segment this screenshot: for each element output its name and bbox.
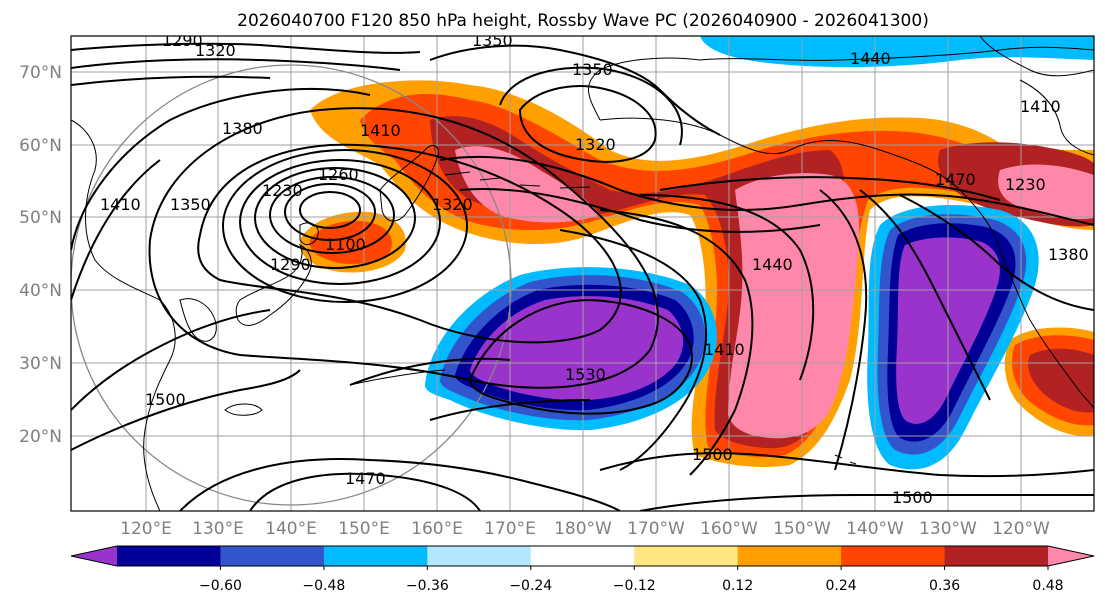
colorbar-tick-label: 0.24 xyxy=(826,578,857,594)
anomaly-fill xyxy=(455,146,600,223)
colorbar-segment xyxy=(530,546,635,566)
contour-label: 1100 xyxy=(325,235,366,254)
colorbar-tick-label: −0.60 xyxy=(199,578,242,594)
lat-label: 70°N xyxy=(19,63,62,83)
colorbar-tick-label: 0.48 xyxy=(1032,578,1063,594)
contour-label: 1320 xyxy=(195,41,236,60)
colorbar-outline xyxy=(70,545,1095,567)
contour-label: 1530 xyxy=(565,365,606,384)
anomaly-fill xyxy=(728,173,860,439)
colorbar-ticks: −0.60 −0.48 −0.36 −0.24 −0.12 0.12 0.24 0.36 0.4… xyxy=(199,566,1064,594)
lat-label: 20°N xyxy=(19,427,62,447)
lon-label: 120°W xyxy=(992,519,1050,539)
contour-label: 1380 xyxy=(1048,245,1089,264)
contour-label: 1230 xyxy=(262,181,303,200)
contour-labels: 1290 1320 1350 1350 1440 1380 1410 1320 … xyxy=(100,31,1089,507)
colorbar-segment xyxy=(841,546,946,566)
lon-label: 150°W xyxy=(773,519,831,539)
contour-label: 1470 xyxy=(935,170,976,189)
colorbar-segment xyxy=(117,546,221,566)
colorbar-segment xyxy=(220,546,325,566)
colorbar-tick-label: −0.24 xyxy=(509,578,552,594)
colorbar-segment xyxy=(944,546,1049,566)
lat-label: 60°N xyxy=(19,136,62,156)
contour-label: 1290 xyxy=(270,255,311,274)
map-title: 2026040700 F120 850 hPa height, Rossby W… xyxy=(237,11,929,31)
anomaly-fill xyxy=(1028,348,1094,413)
lon-label: 150°E xyxy=(338,519,390,539)
colorbar-tick-label: 0.36 xyxy=(929,578,960,594)
lon-label: 160°E xyxy=(411,519,463,539)
lon-label: 160°W xyxy=(700,519,758,539)
contour-label: 1440 xyxy=(850,49,891,68)
contour-label: 1230 xyxy=(1005,175,1046,194)
colorbar-segment xyxy=(634,546,739,566)
colorbar-tick-label: −0.36 xyxy=(406,578,449,594)
contour-label: 1260 xyxy=(318,165,359,184)
contour-label: 1320 xyxy=(432,195,473,214)
longitude-labels: 120°E 130°E 140°E 150°E 160°E 170°E 180°… xyxy=(120,519,1050,539)
colorbar-tick-label: −0.12 xyxy=(613,578,656,594)
contour-label: 1500 xyxy=(145,390,186,409)
map-content: 1290 1320 1350 1350 1440 1380 1410 1320 … xyxy=(71,31,1094,511)
colorbar-tick-label: 0.12 xyxy=(722,578,753,594)
latitude-labels: 70°N 60°N 50°N 40°N 30°N 20°N xyxy=(19,63,62,447)
contour-label: 1470 xyxy=(345,469,386,488)
lat-label: 30°N xyxy=(19,354,62,374)
colorbar-segments xyxy=(71,546,1094,566)
lon-label: 130°E xyxy=(192,519,244,539)
contour-label: 1500 xyxy=(692,445,733,464)
anomaly-fill xyxy=(470,296,684,401)
positive-anomaly-fills xyxy=(299,80,1094,467)
range-circle xyxy=(71,64,512,506)
graticule xyxy=(71,36,1094,511)
contour-label: 1410 xyxy=(704,340,745,359)
colorbar-segment xyxy=(427,546,532,566)
contour-label: 1350 xyxy=(472,31,513,50)
lon-label: 140°E xyxy=(265,519,317,539)
contour-label: 1350 xyxy=(170,195,211,214)
contour-label: 1290 xyxy=(162,31,203,50)
anomaly-fill xyxy=(998,164,1094,220)
contour-label: 1380 xyxy=(222,119,263,138)
contour-label: 1440 xyxy=(752,255,793,274)
lon-label: 170°W xyxy=(627,519,685,539)
colorbar-extend-low xyxy=(71,546,117,566)
colorbar-segment xyxy=(737,546,842,566)
contour-label: 1410 xyxy=(360,121,401,140)
colorbar-extend-high xyxy=(1048,546,1094,566)
contour-label: 1350 xyxy=(572,60,613,79)
contour-label: 1320 xyxy=(575,135,616,154)
lon-label: 170°E xyxy=(484,519,536,539)
lon-label: 140°W xyxy=(846,519,904,539)
lon-label: 120°E xyxy=(120,519,172,539)
map-frame xyxy=(70,35,1095,512)
anomaly-fill xyxy=(700,36,1094,68)
contour-label: 1500 xyxy=(892,488,933,507)
colorbar-tick-label: −0.48 xyxy=(302,578,345,594)
colorbar: −0.60 −0.48 −0.36 −0.24 −0.12 0.12 0.24 0.36 0.4… xyxy=(70,545,1095,594)
lat-label: 40°N xyxy=(19,281,62,301)
contour-label: 1410 xyxy=(1020,97,1061,116)
contour-label: 1410 xyxy=(100,195,141,214)
lat-label: 50°N xyxy=(19,208,62,228)
lon-label: 180°W xyxy=(554,519,612,539)
lon-label: 130°W xyxy=(919,519,977,539)
height-contours xyxy=(71,42,1094,511)
colorbar-segment xyxy=(323,546,428,566)
